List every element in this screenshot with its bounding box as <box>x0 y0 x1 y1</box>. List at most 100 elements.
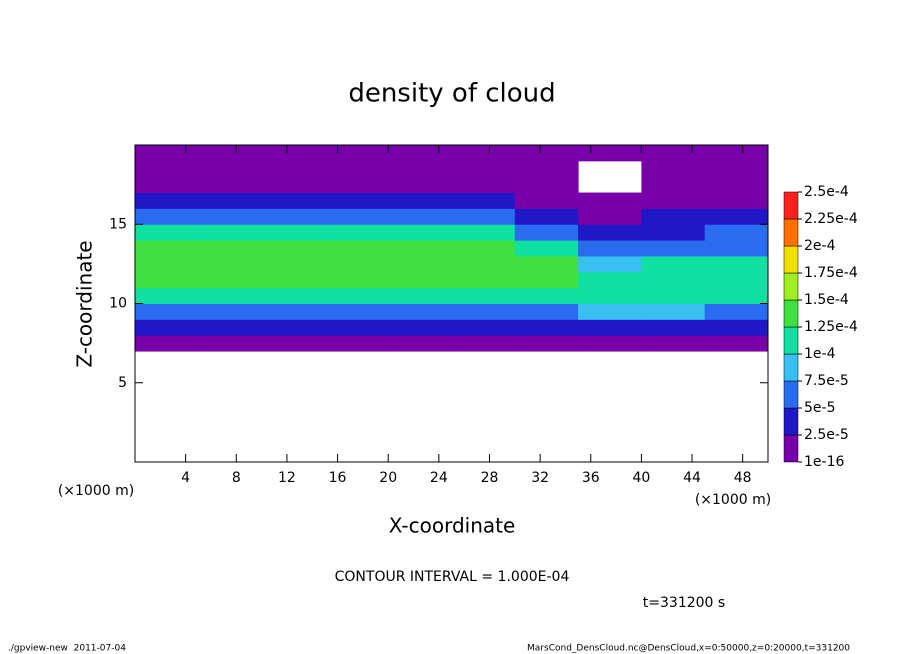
x-tick-label: 28 <box>481 470 499 486</box>
x-tick-label: 4 <box>181 470 190 486</box>
heat-cell <box>451 224 516 241</box>
heat-cell <box>641 271 706 289</box>
heat-cell <box>704 287 769 304</box>
heat-cell <box>704 192 769 209</box>
y-axis-label: Z-coordinate <box>73 240 97 367</box>
heat-cell <box>261 224 326 241</box>
heat-cell <box>514 192 579 209</box>
heat-cell <box>388 176 452 194</box>
heat-cell <box>578 224 642 241</box>
heat-cell <box>324 160 389 178</box>
heat-cell <box>641 335 706 352</box>
heat-cell <box>198 208 263 225</box>
heat-cell <box>135 319 199 336</box>
heat-cell <box>135 145 199 162</box>
footer-left: ./gpview-new 2011-07-04 <box>8 644 126 654</box>
colorbar-box <box>783 434 799 463</box>
heat-cell <box>451 160 516 178</box>
x-tick-label: 24 <box>430 470 448 486</box>
heat-cell <box>578 255 642 273</box>
heat-cell <box>514 176 579 194</box>
heat-cell <box>135 335 199 352</box>
heat-cell <box>704 145 769 162</box>
heat-cell <box>324 145 389 162</box>
heat-cell <box>198 160 263 178</box>
heat-cell <box>198 240 263 257</box>
heat-cell <box>261 145 326 162</box>
heat-cell <box>388 255 452 273</box>
heat-cell <box>198 224 263 241</box>
heat-cell <box>388 224 452 241</box>
x-tick-label: 12 <box>278 470 296 486</box>
heat-cell <box>514 240 579 257</box>
heat-cell <box>324 208 389 225</box>
heat-cell <box>388 271 452 289</box>
colorbar-label: 5e-5 <box>804 400 835 416</box>
colorbar-label: 1.25e-4 <box>804 319 858 335</box>
heat-cell <box>388 192 452 209</box>
heat-cell <box>514 287 579 304</box>
heat-cell <box>641 255 706 273</box>
heat-cell <box>388 160 452 178</box>
heat-cell <box>641 240 706 257</box>
heat-cell <box>135 176 199 194</box>
heat-cell <box>514 255 579 273</box>
y-tick-label: 5 <box>118 375 127 391</box>
heat-cell <box>324 255 389 273</box>
colorbar-box <box>783 245 799 274</box>
heat-cell <box>324 287 389 304</box>
heat-cell <box>261 160 326 178</box>
heat-cell <box>198 192 263 209</box>
heat-cell <box>135 192 199 209</box>
x-tick-label: 16 <box>329 470 347 486</box>
heat-cell <box>451 287 516 304</box>
heat-cell <box>261 208 326 225</box>
heat-cell <box>578 145 642 162</box>
heat-cell <box>704 255 769 273</box>
heat-cell <box>135 303 199 320</box>
x-tick-label: 44 <box>683 470 701 486</box>
heat-cell <box>641 287 706 304</box>
heat-cell <box>135 208 199 225</box>
colorbar-box <box>783 272 799 301</box>
heat-cell <box>324 303 389 320</box>
heat-cell <box>324 271 389 289</box>
heat-cell <box>135 271 199 289</box>
heat-cell <box>641 145 706 162</box>
colorbar-label: 7.5e-5 <box>804 373 849 389</box>
heat-cell <box>641 160 706 178</box>
heat-cell <box>578 303 642 320</box>
colorbar-label: 2.5e-5 <box>804 427 849 443</box>
heat-cell <box>514 271 579 289</box>
heat-cell <box>641 208 706 225</box>
x-axis-label: X-coordinate <box>389 514 516 538</box>
heat-cell <box>198 303 263 320</box>
time-label: t=331200 s <box>643 595 725 611</box>
colorbar-box <box>783 353 799 382</box>
heat-cell <box>388 319 452 336</box>
heat-cell <box>388 240 452 257</box>
heat-cell <box>578 240 642 257</box>
heat-cell <box>514 319 579 336</box>
heat-cell <box>198 176 263 194</box>
heat-cell <box>704 319 769 336</box>
heat-cell <box>388 145 452 162</box>
heat-cell <box>451 303 516 320</box>
heat-cell <box>451 335 516 352</box>
heat-cell <box>261 335 326 352</box>
heat-cell <box>704 335 769 352</box>
x-tick-label: 32 <box>531 470 549 486</box>
colorbar-box <box>783 326 799 355</box>
heat-cell <box>704 176 769 194</box>
heat-cell <box>451 240 516 257</box>
heat-cell <box>198 145 263 162</box>
chart-title: density of cloud <box>348 79 555 109</box>
heat-cell <box>578 271 642 289</box>
heat-cell <box>704 240 769 257</box>
heat-cell <box>451 192 516 209</box>
colorbar-label: 1e-16 <box>804 454 844 470</box>
heat-cell <box>578 208 642 225</box>
heat-cell <box>704 160 769 178</box>
heat-cell <box>198 335 263 352</box>
heat-cell <box>388 335 452 352</box>
